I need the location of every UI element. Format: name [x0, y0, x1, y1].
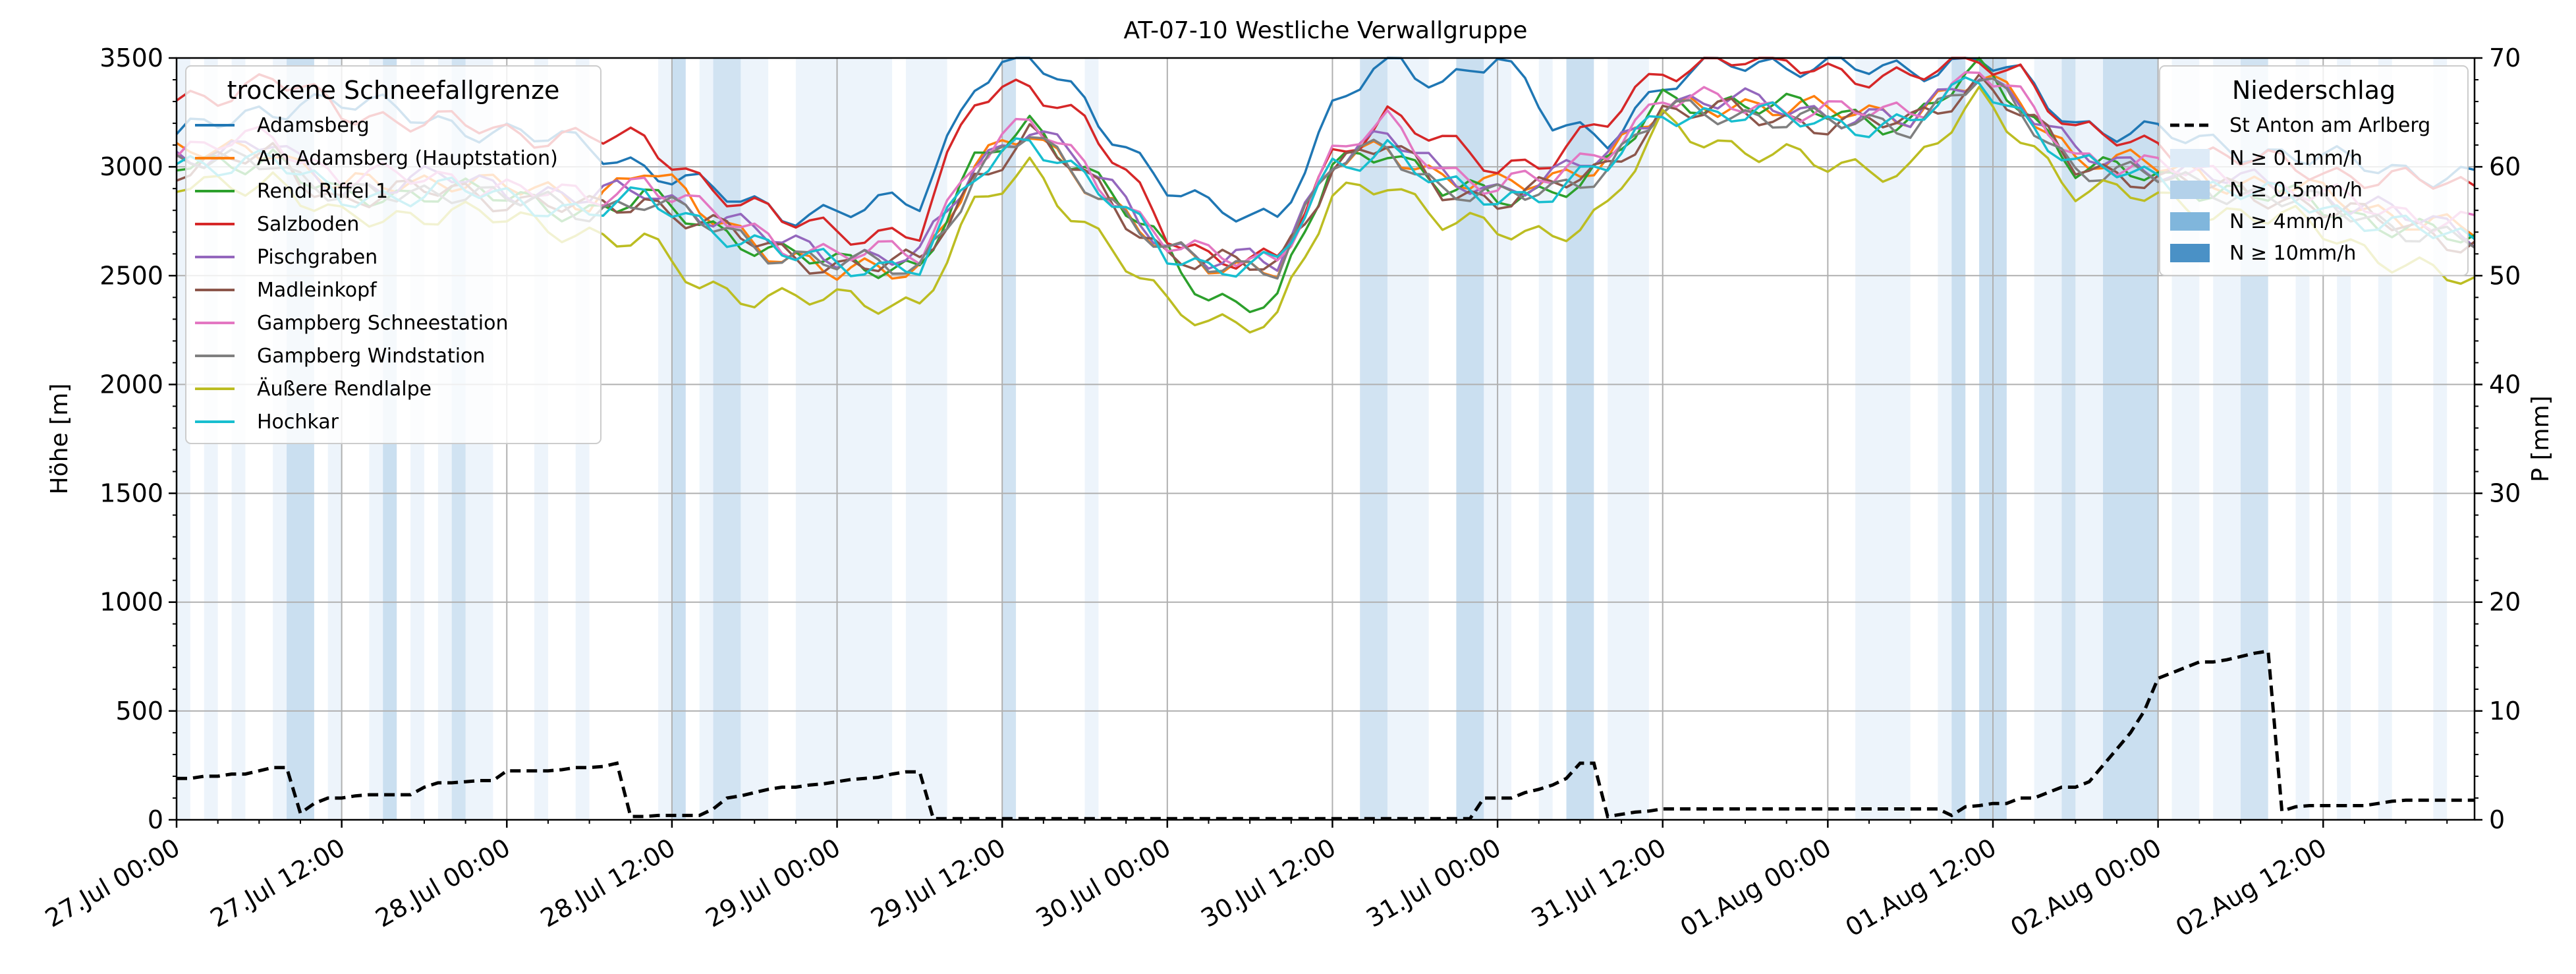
legend-right-title: Niederschlag — [2232, 76, 2395, 105]
precip-band-light — [1538, 58, 1553, 820]
legend-label-4: Pischgraben — [257, 246, 378, 269]
y-right-tick-label: 20 — [2489, 588, 2521, 617]
precip-band-medium — [671, 58, 686, 820]
y-right-tick-label: 70 — [2489, 43, 2521, 72]
precip-band-light — [795, 58, 893, 820]
legend-label-6: Gampberg Schneestation — [257, 312, 509, 335]
legend-band-label-1: N ≥ 0.5mm/h — [2229, 179, 2363, 202]
y-axis-right: 0 10 20 30 40 50 60 70 — [2475, 43, 2521, 834]
x-tick-label: 28.Jul 12:00 — [536, 833, 680, 933]
plot-frame — [175, 57, 2476, 821]
chart-title: AT-07-10 Westliche Verwallgruppe — [1124, 17, 1528, 44]
legend-left-title: trockene Schneefallgrenze — [227, 76, 560, 105]
legend-left: trockene Schneefallgrenze Adamsberg Am Ad… — [185, 65, 602, 444]
y-right-tick-label: 0 — [2489, 805, 2505, 834]
precip-band-light — [2034, 58, 2062, 820]
y-right-tick-label: 40 — [2489, 370, 2521, 399]
x-tick-label: 30.Jul 00:00 — [1031, 833, 1175, 933]
x-tick-label: 30.Jul 12:00 — [1196, 833, 1341, 933]
y-right-tick-label: 10 — [2489, 697, 2521, 726]
legend-band-label-0: N ≥ 0.1mm/h — [2229, 147, 2363, 170]
y-axis-left: 0 500 1000 1500 2000 2500 3000 3500 — [99, 43, 177, 834]
legend-label-0: Adamsberg — [257, 114, 370, 137]
y-right-tick-label: 60 — [2489, 152, 2521, 181]
y-tick-label: 2000 — [99, 370, 163, 399]
y-right-tick-label: 50 — [2489, 261, 2521, 290]
x-tick-label: 02.Aug 12:00 — [2171, 833, 2332, 942]
x-axis: 27.Jul 00:00 27.Jul 12:00 28.Jul 00:00 28.J… — [40, 820, 2448, 942]
precip-band-light — [741, 58, 769, 820]
y-tick-label: 0 — [148, 805, 163, 834]
precip-band-medium — [2061, 58, 2076, 820]
x-tick-label: 28.Jul 00:00 — [370, 833, 515, 933]
legend-band-label-3: N ≥ 10mm/h — [2229, 242, 2356, 265]
y-tick-label: 1000 — [99, 588, 163, 617]
legend-label-5: Madleinkopf — [257, 279, 378, 302]
x-tick-label: 29.Jul 00:00 — [701, 833, 845, 933]
y-axis-right-label: P [mm] — [2527, 395, 2554, 482]
legend-band-label-2: N ≥ 4mm/h — [2229, 210, 2343, 233]
legend-label-1: Am Adamsberg (Hauptstation) — [257, 147, 558, 170]
precip-band-light — [905, 58, 947, 820]
y-tick-label: 1500 — [99, 479, 163, 508]
legend-band-swatch-3 — [2170, 244, 2210, 262]
x-tick-label: 31.Jul 00:00 — [1361, 833, 1505, 933]
x-tick-label: 01.Aug 00:00 — [1675, 833, 1836, 942]
precip-band-light — [1608, 58, 1649, 820]
precip-line — [177, 649, 2475, 820]
precip-band-medium — [1002, 58, 1017, 820]
y-tick-label: 2500 — [99, 261, 163, 290]
y-tick-label: 3500 — [99, 43, 163, 72]
x-tick-label: 27.Jul 00:00 — [40, 833, 184, 933]
y-right-tick-label: 30 — [2489, 479, 2521, 508]
y-tick-label: 3000 — [99, 152, 163, 181]
precip-band-light — [699, 58, 714, 820]
x-tick-label: 01.Aug 12:00 — [1841, 833, 2002, 942]
precip-band-light — [1855, 58, 1883, 820]
precip-line — [177, 649, 2475, 820]
legend-right: Niederschlag St Anton am Arlberg N ≥ 0.1… — [2159, 65, 2469, 276]
precip-band-medium — [1360, 58, 1387, 820]
x-tick-label: 02.Aug 00:00 — [2005, 833, 2166, 942]
precip-band-medium — [1456, 58, 1484, 820]
x-tick-label: 27.Jul 12:00 — [206, 833, 350, 933]
legend-precip-label: St Anton am Arlberg — [2229, 114, 2430, 137]
legend-label-9: Hochkar — [257, 411, 339, 434]
legend-band-swatch-1 — [2170, 181, 2210, 199]
legend-band-swatch-0 — [2170, 149, 2210, 167]
legend-band-swatch-2 — [2170, 212, 2210, 231]
precip-band-medium — [713, 58, 741, 820]
y-axis-label: Höhe [m] — [46, 384, 73, 495]
precip-band-medium — [1951, 58, 1966, 820]
precip-band-light — [1084, 58, 1099, 820]
x-tick-label: 29.Jul 12:00 — [866, 833, 1010, 933]
precip-band-light — [1882, 58, 1911, 820]
legend-label-3: Salzboden — [257, 213, 359, 236]
legend-label-2: Rendl Riffel 1 — [257, 180, 388, 203]
precip-band-light — [1387, 58, 1429, 820]
legend-label-7: Gampberg Windstation — [257, 345, 485, 368]
x-tick-label: 31.Jul 12:00 — [1526, 833, 1671, 933]
y-tick-label: 500 — [115, 697, 163, 726]
legend-label-8: Äußere Rendlalpe — [257, 377, 432, 401]
